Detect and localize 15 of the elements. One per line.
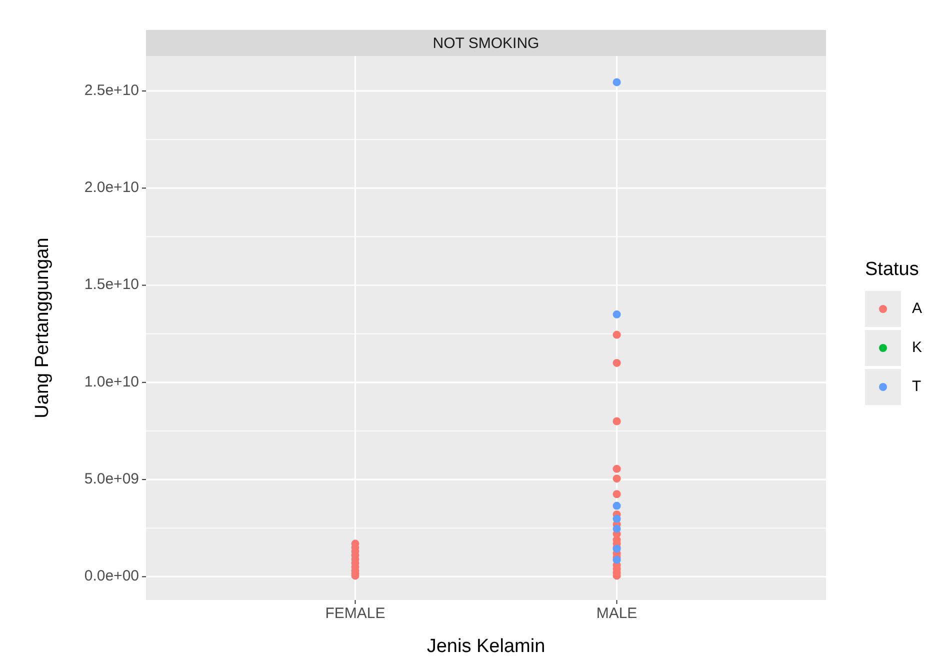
y-tick-label: 2.5e+10 [84,82,139,99]
legend-title: Status [865,259,919,280]
chart-title: NOT SMOKING [432,34,540,52]
y-tick-label: 2.0e+10 [84,179,139,196]
y-tick-label: 0.0e+00 [84,568,139,585]
legend-label: K [912,338,922,356]
y-axis-title: Uang Pertanggungan [32,238,53,418]
x-tick-label: MALE [596,605,638,622]
x-axis-title: Jenis Kelamin [426,636,546,657]
y-tick-label: 5.0e+09 [84,470,139,488]
legend-label: A [912,300,922,317]
legend-label: T [912,378,922,395]
y-tick-label: 1.5e+10 [84,276,139,294]
x-tick-label: FEMALE [325,605,386,622]
y-tick-label: 1.0e+10 [84,373,139,390]
